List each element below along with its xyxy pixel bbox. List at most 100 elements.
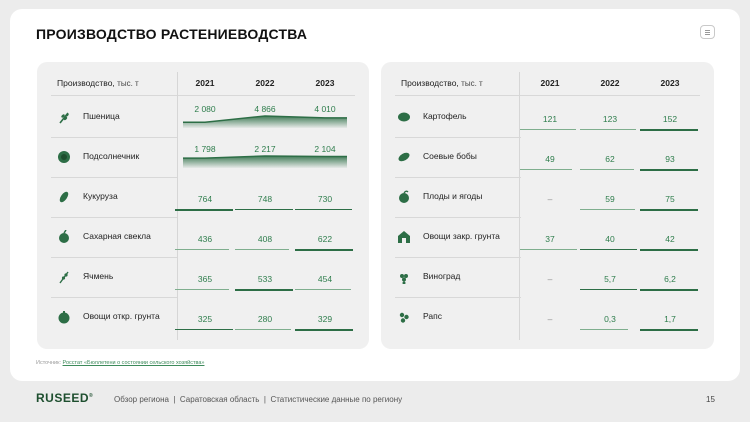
year-header: 2021 <box>540 78 560 88</box>
year-header: 2022 <box>255 78 275 88</box>
table-header-label: Производство, тыс. т <box>57 78 139 88</box>
page-title: ПРОИЗВОДСТВО РАСТЕНИЕВОДСТВА <box>36 26 308 42</box>
table-cell: 40 <box>605 234 615 244</box>
table-cell: 325 <box>197 314 213 324</box>
beet-icon <box>57 229 71 244</box>
trend-line <box>183 155 347 159</box>
table-cell: 2 080 <box>194 104 216 114</box>
value-bar <box>640 209 698 211</box>
table-cell: 152 <box>662 114 678 124</box>
value-bar <box>580 129 636 130</box>
column-divider <box>177 72 178 340</box>
year-header: 2021 <box>195 78 215 88</box>
row-divider <box>51 257 177 258</box>
table-header-label: Производство, тыс. т <box>401 78 483 88</box>
right-table-card: Производство, тыс. т 2021 2022 2023 Карт… <box>381 62 714 349</box>
value-bar <box>175 249 230 250</box>
header-divider <box>395 95 700 96</box>
table-row: Кукуруза 764 748 730 <box>37 178 369 218</box>
value-bar <box>175 289 230 290</box>
header-divider <box>51 95 355 96</box>
table-cell: 75 <box>665 194 675 204</box>
row-divider <box>51 217 177 218</box>
row-label: Плоды и ягоды <box>423 191 483 201</box>
trend-fill <box>183 116 347 128</box>
table-row: Плоды и ягоды – 59 75 <box>381 178 714 218</box>
grape-icon <box>397 270 411 285</box>
row-label: Рапс <box>423 311 442 321</box>
table-cell: 0,3 <box>604 314 616 324</box>
table-cell: – <box>547 274 553 284</box>
source-note: Источник: Росстат «Бюллетени о состоянии… <box>36 360 205 366</box>
table-cell: 4 010 <box>314 104 336 114</box>
table-cell: 37 <box>545 234 555 244</box>
breadcrumb-item[interactable]: Саратовская область <box>179 395 260 404</box>
value-bar <box>580 169 634 170</box>
row-divider <box>395 177 521 178</box>
table-cell: 62 <box>605 154 615 164</box>
row-label: Картофель <box>423 111 467 121</box>
table-cell: 2 104 <box>314 144 336 154</box>
value-bar <box>235 289 293 291</box>
value-bar <box>235 209 293 210</box>
page-number: 15 <box>706 395 715 404</box>
value-bar <box>640 249 698 251</box>
row-divider <box>51 137 177 138</box>
table-cell: 436 <box>197 234 213 244</box>
year-header: 2023 <box>660 78 680 88</box>
trend-line <box>183 115 347 124</box>
value-bar <box>580 289 638 290</box>
potato-icon <box>397 110 411 124</box>
value-bar <box>175 329 233 330</box>
left-table-card: Производство, тыс. т 2021 2022 2023 Пшен… <box>37 62 369 349</box>
row-divider <box>395 297 521 298</box>
greenhouse-icon <box>397 230 411 244</box>
row-label: Виноград <box>423 271 461 281</box>
trend-area <box>183 155 347 168</box>
table-cell: 42 <box>665 234 675 244</box>
value-bar <box>235 329 292 330</box>
table-row: Пшеница 2 080 4 866 4 010 <box>37 98 369 138</box>
table-cell: 622 <box>317 234 333 244</box>
table-row: Ячмень 365 533 454 <box>37 258 369 298</box>
row-divider <box>395 137 521 138</box>
value-bar <box>580 249 638 250</box>
value-bar <box>520 249 577 250</box>
vegetable-icon <box>57 310 71 324</box>
breadcrumb-item[interactable]: Обзор региона <box>114 395 169 404</box>
table-cell: 5,7 <box>604 274 616 284</box>
table-row: Картофель 121 123 152 <box>381 98 714 138</box>
menu-icon[interactable] <box>700 25 715 39</box>
table-cell: 748 <box>257 194 273 204</box>
breadcrumb: Обзор региона | Саратовская область | Ст… <box>114 395 403 404</box>
table-row: Подсолнечник 1 798 2 217 2 104 <box>37 138 369 178</box>
table-row: Рапс – 0,3 1,7 <box>381 298 714 338</box>
table-cell: 4 866 <box>254 104 276 114</box>
value-bar <box>295 329 353 331</box>
row-label: Соевые бобы <box>423 151 477 161</box>
table-cell: 1,7 <box>664 314 676 324</box>
column-divider <box>519 72 520 340</box>
soybean-icon <box>397 150 411 164</box>
table-row: Овощи закр. грунта 37 40 42 <box>381 218 714 258</box>
row-label: Овощи закр. грунта <box>423 231 500 241</box>
trend-area <box>183 115 347 128</box>
table-cell: 329 <box>317 314 333 324</box>
table-cell: 280 <box>257 314 273 324</box>
table-cell: 454 <box>317 274 333 284</box>
year-header: 2023 <box>315 78 335 88</box>
value-bar <box>235 249 289 250</box>
row-label: Кукуруза <box>83 191 118 201</box>
logo: RUSEED® <box>36 391 94 405</box>
breadcrumb-item[interactable]: Статистические данные по региону <box>270 395 403 404</box>
row-label: Пшеница <box>83 111 120 121</box>
wheat-icon <box>57 110 71 124</box>
table-row: Соевые бобы 49 62 93 <box>381 138 714 178</box>
table-cell: – <box>547 314 553 324</box>
source-link[interactable]: Росстат «Бюллетени о состоянии сельского… <box>62 360 205 366</box>
value-bar <box>520 129 576 130</box>
table-cell: 764 <box>197 194 213 204</box>
value-bar <box>175 209 233 211</box>
value-bar <box>580 329 629 330</box>
value-bar <box>520 169 573 170</box>
